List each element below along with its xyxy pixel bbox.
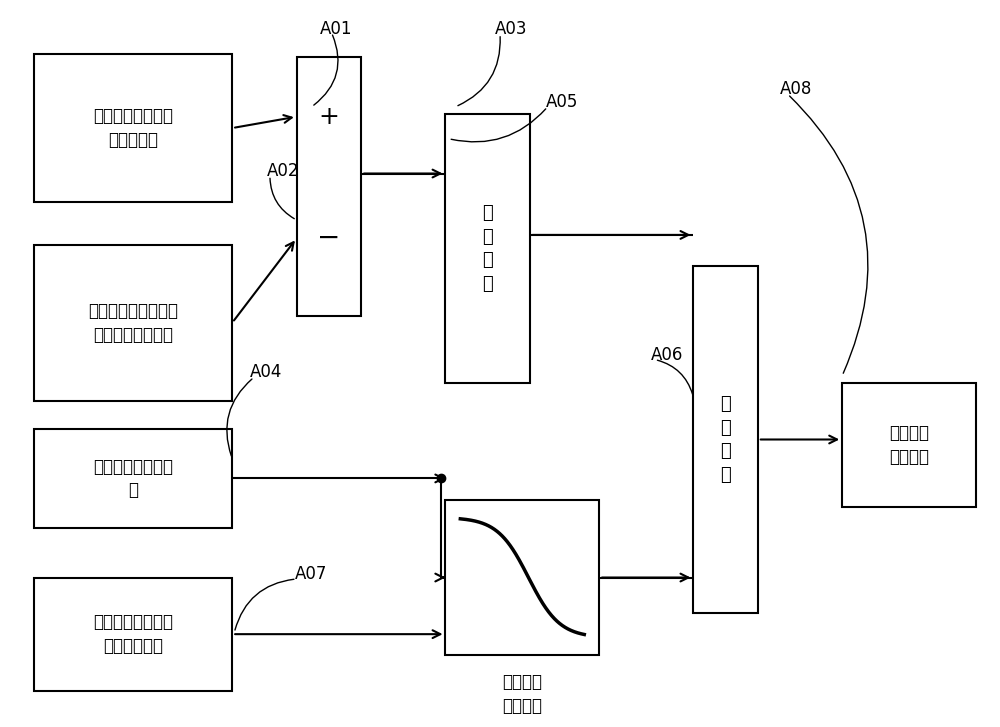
Text: 发电机外
特性曲线: 发电机外 特性曲线 — [502, 673, 542, 715]
Text: A08: A08 — [780, 80, 812, 98]
Text: +: + — [319, 105, 339, 129]
Bar — [34, 54, 232, 202]
Text: 发电机的
放电能力: 发电机的 放电能力 — [889, 424, 929, 465]
Text: −: − — [317, 224, 341, 252]
Text: 获取发电机当前转
速: 获取发电机当前转 速 — [93, 457, 173, 499]
Text: A02: A02 — [267, 161, 299, 180]
Text: A05: A05 — [546, 93, 578, 111]
Text: A07: A07 — [295, 565, 327, 583]
Text: A01: A01 — [320, 20, 352, 38]
Text: 获取发动机的最大
允许放电扭矩: 获取发动机的最大 允许放电扭矩 — [93, 614, 173, 655]
Bar — [693, 266, 758, 613]
Text: A06: A06 — [651, 345, 683, 364]
Bar — [445, 499, 599, 656]
Text: 获取低压负载用电部
件的实际耗电功率: 获取低压负载用电部 件的实际耗电功率 — [88, 302, 178, 343]
Text: A03: A03 — [495, 20, 528, 38]
Bar — [445, 114, 530, 383]
Text: 取
最
小
值: 取 最 小 值 — [720, 395, 731, 484]
Bar — [842, 383, 976, 507]
Text: A04: A04 — [250, 364, 282, 381]
Text: 扭
矩
换
算: 扭 矩 换 算 — [482, 204, 493, 293]
Text: 获取动力电池的剩
余放电功率: 获取动力电池的剩 余放电功率 — [93, 108, 173, 149]
Bar — [34, 577, 232, 691]
Bar — [34, 245, 232, 401]
Bar — [34, 429, 232, 528]
Bar — [297, 57, 361, 316]
